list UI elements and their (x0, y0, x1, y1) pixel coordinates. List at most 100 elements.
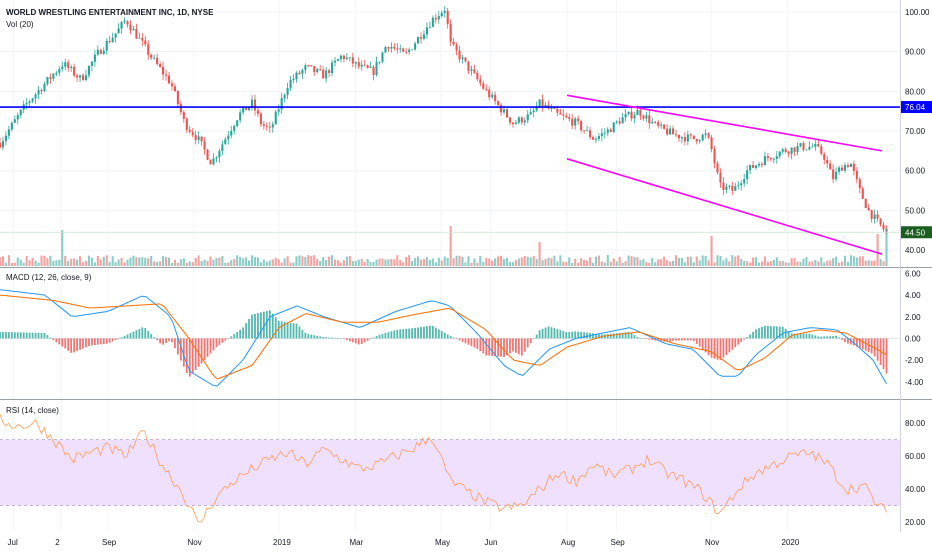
price-candle (704, 133, 707, 135)
price-candle (434, 17, 437, 20)
macd-histogram-bar (683, 338, 686, 341)
macd-tick-label: -2.00 (905, 356, 924, 365)
macd-histogram-bar (692, 338, 695, 342)
volume-bar (470, 262, 473, 266)
macd-histogram-bar (749, 334, 752, 339)
macd-histogram-bar (31, 332, 34, 339)
volume-bar (621, 262, 624, 266)
price-candle (431, 17, 434, 27)
macd-histogram-bar (423, 326, 425, 339)
price-candle (117, 28, 120, 34)
price-candle (719, 172, 722, 183)
volume-bar (550, 258, 553, 266)
macd-histogram-bar (7, 332, 10, 339)
price-candle (200, 136, 203, 142)
volume-bar (532, 255, 535, 266)
macd-histogram-bar (162, 338, 164, 345)
macd-histogram-bar (618, 332, 621, 339)
price-candle (826, 159, 829, 164)
price-candle (215, 157, 218, 159)
volume-bar (90, 257, 93, 266)
macd-histogram-bar (841, 338, 843, 340)
volume-bar (588, 257, 592, 266)
price-candle (46, 77, 49, 84)
macd-histogram-bar (565, 332, 568, 339)
volume-bar (677, 258, 681, 266)
volume-bar (754, 257, 758, 266)
volume-bar (325, 260, 328, 266)
volume-bar (301, 256, 304, 266)
macd-histogram-bar (331, 337, 333, 339)
price-candle (61, 66, 64, 70)
pane-divider-rsi[interactable] (0, 399, 932, 400)
price-candle (34, 94, 37, 99)
volume-bar (743, 260, 746, 266)
volume-bar (283, 258, 286, 266)
volume-bar (378, 258, 381, 266)
volume-bar (437, 257, 440, 266)
price-candle (491, 94, 494, 98)
macd-histogram-bar (19, 332, 22, 339)
volume-bar (248, 260, 251, 266)
macd-histogram-bar (221, 338, 224, 343)
volume-bar (645, 261, 648, 266)
price-candle (698, 140, 701, 142)
volume-bar (790, 258, 793, 266)
price-candle (13, 119, 16, 123)
rsi-band (0, 439, 900, 506)
volume-bar (144, 257, 147, 266)
volume-bar (855, 257, 858, 266)
volume-bar (153, 261, 156, 266)
price-candle (832, 169, 835, 180)
volume-bar (639, 260, 642, 266)
price-candle (820, 146, 823, 154)
price-candle (752, 165, 755, 168)
price-candle (763, 156, 766, 166)
volume-bar (452, 258, 455, 266)
macd-histogram-bar (514, 338, 517, 353)
macd-histogram-bar (476, 338, 479, 350)
volume-bar (162, 256, 165, 266)
macd-histogram-bar (414, 327, 416, 339)
macd-histogram-bar (34, 332, 37, 339)
price-candle (405, 51, 408, 53)
volume-bar (861, 256, 864, 266)
price-candle (562, 114, 565, 116)
price-candle (197, 136, 200, 140)
price-candle (793, 147, 796, 152)
macd-histogram-bar (292, 323, 295, 339)
volume-bar (25, 256, 28, 266)
price-candle (571, 118, 574, 126)
volume-bar (431, 258, 434, 266)
macd-histogram-bar (606, 334, 609, 339)
volume-bar (173, 259, 176, 266)
macd-histogram-bar (630, 332, 633, 339)
price-candle (784, 149, 787, 152)
price-candle (295, 72, 298, 79)
macd-histogram-bar (482, 338, 485, 354)
price-candle (49, 77, 52, 79)
volume-bar (725, 258, 728, 266)
price-candle (289, 79, 292, 88)
macd-histogram-bar (698, 338, 701, 347)
price-candle (76, 75, 79, 78)
price-candle (680, 137, 683, 139)
macd-histogram-bar (182, 338, 185, 367)
macd-histogram-bar (734, 338, 737, 348)
volume-bar (230, 260, 233, 266)
price-candle (58, 69, 61, 73)
macd-histogram-bar (340, 338, 342, 339)
channel-lower-line (566, 158, 883, 255)
macd-histogram-bar (191, 338, 194, 374)
price-candle (654, 121, 657, 123)
macd-histogram-bar (847, 338, 849, 344)
price-candle (120, 22, 123, 29)
volume-bar (772, 259, 775, 266)
price-candle (520, 117, 523, 123)
volume-bar (666, 260, 669, 266)
volume-bar (79, 256, 82, 266)
macd-histogram-bar (598, 334, 600, 339)
price-tick-label: 80.00 (905, 87, 926, 96)
price-candle (446, 10, 449, 24)
pane-divider-macd[interactable] (0, 267, 932, 268)
